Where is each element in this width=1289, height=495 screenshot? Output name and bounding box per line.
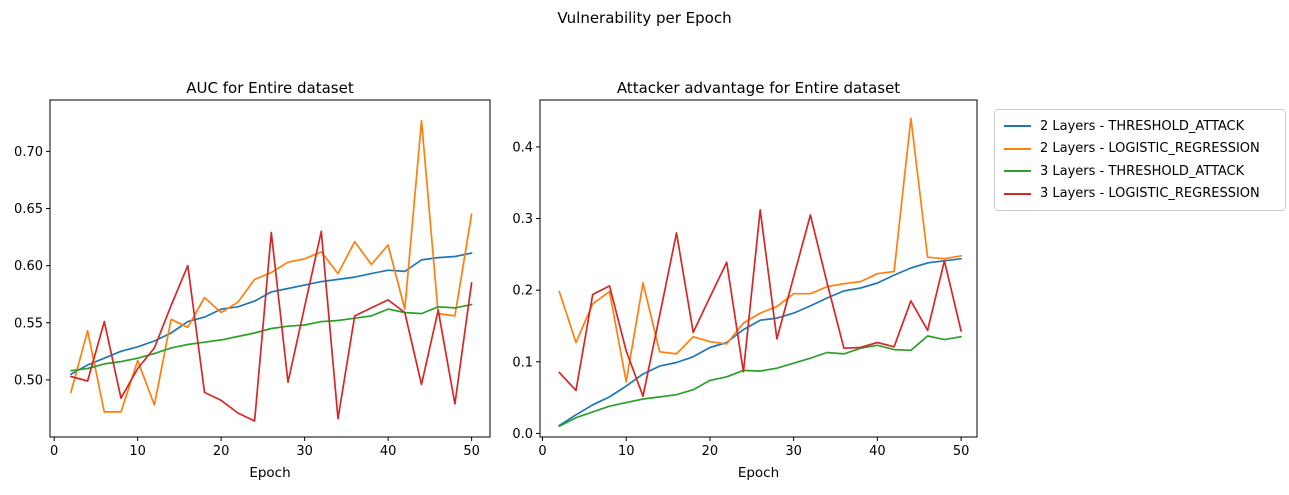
x-tick-label: 20 (213, 444, 230, 459)
axes-frame (539, 99, 978, 438)
legend-item: 3 Layers - THRESHOLD_ATTACK (1004, 164, 1276, 179)
right-chart-title: Attacker advantage for Entire dataset (616, 79, 901, 97)
series-line (558, 209, 962, 398)
x-tick-label: 0 (538, 444, 546, 459)
x-tick-label: 30 (296, 444, 313, 459)
axes-left: 0 10 20 30 40 50 0.50 0.55 0.60 0.65 0.70 (14, 99, 491, 459)
axes-right: 0 10 20 30 40 50 0.0 0.1 0.2 0.3 0.4 (512, 99, 978, 459)
y-tick-label: 0.3 (512, 212, 533, 227)
figure-title: Vulnerability per Epoch (557, 9, 732, 27)
y-tick-label: 0.50 (14, 373, 43, 388)
x-tick-label: 10 (129, 444, 146, 459)
series-line (70, 303, 473, 372)
series-line (558, 335, 962, 428)
y-tick-label: 0.65 (14, 202, 43, 217)
series-line (558, 117, 962, 383)
x-tick-label: 30 (785, 444, 802, 459)
x-tick-label: 10 (618, 444, 635, 459)
legend-label: 2 Layers - THRESHOLD_ATTACK (1040, 118, 1245, 134)
series-line (70, 230, 473, 422)
y-tick-label: 0.1 (512, 355, 533, 370)
x-tick-label: 50 (463, 444, 480, 459)
legend-line-swatch (1004, 170, 1031, 173)
legend-label: 2 Layers - LOGISTIC_REGRESSION (1040, 141, 1260, 157)
x-tick-label: 40 (380, 444, 397, 459)
legend-line-swatch (1004, 147, 1031, 150)
x-tick-label: 0 (50, 444, 58, 459)
y-tick-label: 0.60 (14, 259, 43, 274)
y-tick-label: 0.4 (512, 140, 533, 155)
legend-label: 3 Layers - LOGISTIC_REGRESSION (1040, 186, 1260, 202)
x-tick-label: 50 (953, 444, 970, 459)
y-tick-label: 0.55 (14, 316, 43, 331)
legend: 2 Layers - THRESHOLD_ATTACK 2 Layers - LO… (994, 109, 1286, 211)
left-chart-title: AUC for Entire dataset (186, 79, 354, 97)
axes-frame (49, 99, 491, 438)
y-tick-label: 0.0 (512, 427, 533, 442)
y-tick-label: 0.70 (14, 145, 43, 160)
legend-line-swatch (1004, 125, 1031, 128)
legend-item: 3 Layers - LOGISTIC_REGRESSION (1004, 186, 1276, 201)
y-tick-label: 0.2 (512, 284, 533, 299)
series-line (70, 252, 473, 376)
series-line (558, 257, 962, 427)
legend-label: 3 Layers - THRESHOLD_ATTACK (1040, 163, 1245, 179)
legend-item: 2 Layers - THRESHOLD_ATTACK (1004, 119, 1276, 134)
legend-line-swatch (1004, 192, 1031, 195)
x-tick-label: 20 (702, 444, 719, 459)
x-tick-label: 40 (869, 444, 886, 459)
left-x-axis-label: Epoch (249, 465, 291, 481)
legend-item: 2 Layers - LOGISTIC_REGRESSION (1004, 141, 1276, 156)
right-x-axis-label: Epoch (737, 465, 780, 481)
series-line (70, 119, 473, 413)
